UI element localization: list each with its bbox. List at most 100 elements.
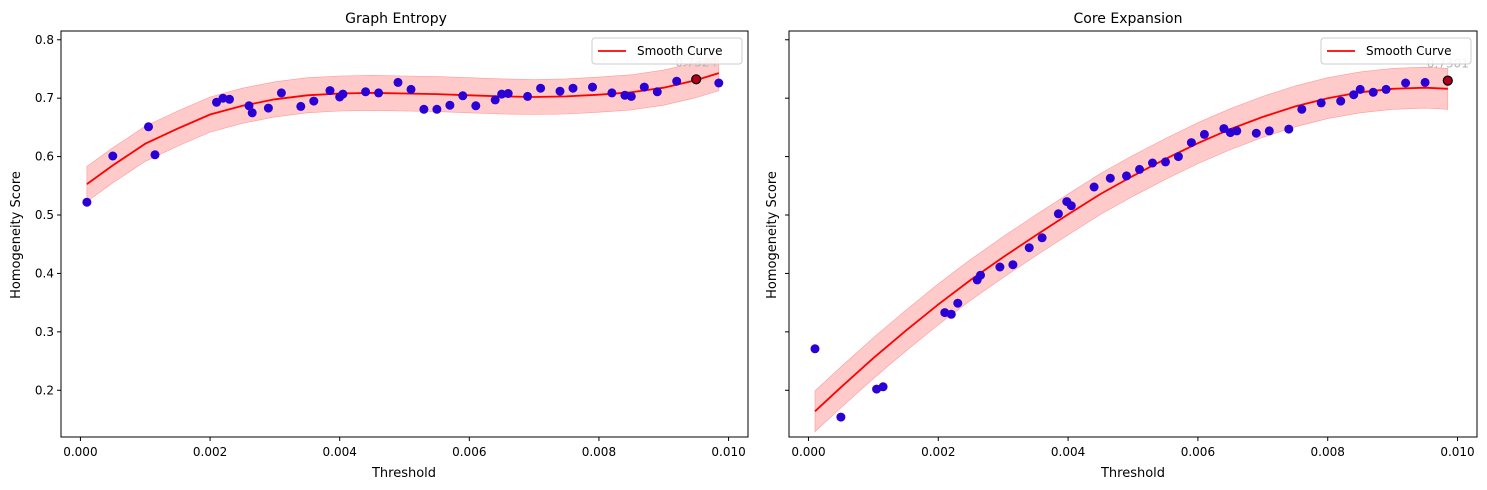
data-point bbox=[150, 150, 160, 160]
y-tick-label: 0.5 bbox=[35, 208, 54, 222]
y-tick-label: 0.8 bbox=[35, 33, 54, 47]
data-point bbox=[714, 78, 724, 88]
x-axis-label: Threshold bbox=[1100, 466, 1165, 481]
smooth-curve-line bbox=[814, 86, 1448, 412]
data-point bbox=[555, 86, 565, 96]
data-point bbox=[144, 122, 153, 132]
y-tick-label: 0.6 bbox=[35, 150, 54, 164]
data-point bbox=[1089, 182, 1099, 192]
data-point bbox=[1401, 78, 1411, 88]
data-point bbox=[244, 101, 254, 111]
data-point bbox=[419, 104, 429, 114]
smooth-curve-line bbox=[86, 72, 720, 185]
data-point bbox=[1122, 171, 1131, 181]
data-point bbox=[588, 82, 597, 92]
data-point bbox=[652, 87, 662, 97]
y-tick-label: 0.2 bbox=[35, 383, 54, 397]
data-point bbox=[1148, 158, 1157, 168]
legend: Smooth Curve bbox=[591, 37, 743, 65]
data-point bbox=[1173, 152, 1183, 162]
y-axis-label: Homogeneity Score bbox=[765, 171, 780, 299]
data-point bbox=[325, 86, 335, 96]
data-point bbox=[626, 91, 636, 101]
data-point bbox=[836, 412, 846, 422]
data-point bbox=[1199, 129, 1209, 139]
data-point bbox=[607, 88, 617, 98]
x-tick-label: 0.000 bbox=[791, 445, 825, 459]
data-point bbox=[445, 100, 455, 110]
data-point bbox=[976, 270, 985, 280]
x-axis-label: Threshold bbox=[371, 466, 436, 481]
data-point bbox=[953, 298, 963, 308]
y-tick-label: 0.7 bbox=[35, 91, 54, 105]
data-point bbox=[503, 89, 513, 98]
legend-box bbox=[591, 37, 743, 65]
data-point bbox=[309, 96, 319, 106]
data-point bbox=[338, 89, 348, 99]
data-point bbox=[568, 83, 578, 93]
x-tick-label: 0.006 bbox=[452, 445, 486, 459]
axes-frame bbox=[60, 30, 749, 438]
data-point bbox=[361, 87, 371, 97]
data-point bbox=[1368, 87, 1378, 97]
x-tick-label: 0.002 bbox=[193, 445, 227, 459]
x-tick-label: 0.004 bbox=[1051, 445, 1085, 459]
x-tick-label: 0.008 bbox=[1311, 445, 1345, 459]
legend-label: Smooth Curve bbox=[637, 44, 723, 58]
x-tick-label: 0.006 bbox=[1181, 445, 1215, 459]
best-point-marker bbox=[1442, 75, 1453, 86]
panel-core-expansion: Core Expansion 0.73010.0000.0020.0040.00… bbox=[765, 11, 1478, 481]
data-point bbox=[82, 197, 92, 207]
data-point bbox=[1161, 157, 1170, 167]
data-point bbox=[1336, 96, 1346, 106]
data-point bbox=[247, 108, 257, 118]
data-point bbox=[672, 76, 682, 86]
legend-box bbox=[1320, 37, 1472, 65]
chart-title: Core Expansion bbox=[1074, 11, 1183, 27]
data-point bbox=[995, 262, 1005, 272]
data-point bbox=[878, 382, 888, 392]
legend-label: Smooth Curve bbox=[1366, 44, 1452, 58]
data-point bbox=[108, 151, 118, 161]
data-point bbox=[497, 89, 507, 99]
data-point bbox=[1135, 164, 1144, 174]
data-point bbox=[1284, 124, 1294, 134]
data-point bbox=[1420, 77, 1430, 87]
data-point bbox=[296, 101, 306, 111]
data-point bbox=[1297, 104, 1307, 114]
data-point bbox=[1186, 138, 1196, 148]
data-point bbox=[471, 101, 481, 111]
data-point bbox=[1251, 128, 1261, 138]
y-axis-label: Homogeneity Score bbox=[9, 171, 24, 299]
best-point-marker bbox=[691, 74, 702, 85]
panel-graph-entropy: Graph Entropy 0.73240.0000.0020.0040.006… bbox=[9, 11, 749, 481]
data-point bbox=[393, 77, 403, 87]
x-tick-label: 0.000 bbox=[63, 445, 97, 459]
x-tick-label: 0.010 bbox=[1440, 445, 1474, 459]
data-point bbox=[639, 82, 649, 92]
y-tick-label: 0.3 bbox=[35, 325, 54, 339]
data-point bbox=[225, 94, 234, 104]
axes-frame bbox=[788, 30, 1478, 438]
data-point bbox=[946, 309, 956, 319]
data-point bbox=[1024, 243, 1034, 253]
data-point bbox=[432, 104, 442, 114]
confidence-band bbox=[86, 55, 720, 203]
data-point bbox=[1349, 90, 1359, 100]
y-tick-label: 0.4 bbox=[35, 266, 54, 280]
data-point bbox=[263, 103, 273, 113]
data-point bbox=[1264, 126, 1274, 136]
data-point bbox=[1316, 98, 1326, 108]
data-point bbox=[1037, 233, 1047, 243]
data-point bbox=[374, 88, 384, 98]
x-tick-label: 0.002 bbox=[921, 445, 955, 459]
data-point bbox=[1008, 260, 1018, 270]
data-point bbox=[1381, 84, 1391, 94]
legend: Smooth Curve bbox=[1320, 37, 1472, 65]
data-point bbox=[212, 97, 221, 107]
data-point bbox=[276, 88, 286, 98]
data-point bbox=[1053, 209, 1063, 219]
data-point bbox=[1105, 173, 1115, 183]
data-point bbox=[458, 91, 468, 101]
